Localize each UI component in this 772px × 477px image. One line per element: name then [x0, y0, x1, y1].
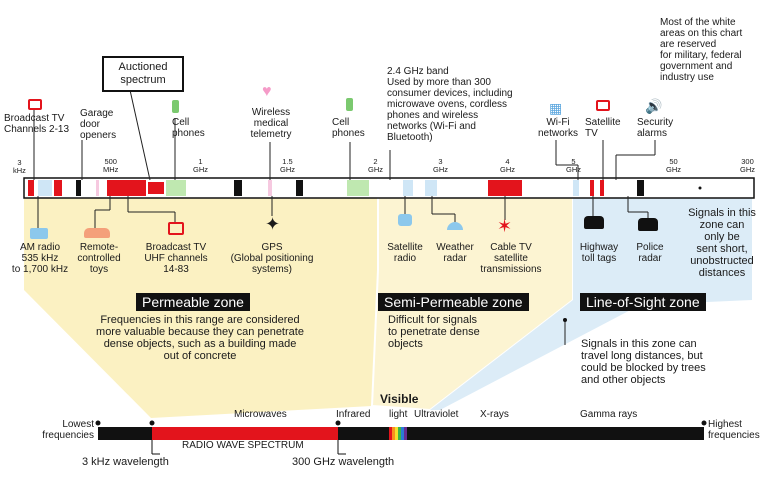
toy-car-icon — [84, 228, 110, 238]
am-radio-icon — [30, 228, 48, 239]
tick-4ghz: 4 GHz — [500, 157, 515, 174]
label-wireless-medical: Wireless medical telemetry — [250, 107, 292, 140]
label-cell-phones-1: Cell phones — [172, 117, 205, 139]
label-radio-wave-spectrum: RADIO WAVE SPECTRUM — [180, 440, 306, 451]
tv-uhf-icon — [168, 222, 184, 235]
label-gamma-rays: Gamma rays — [580, 409, 638, 420]
tv-icon — [28, 99, 42, 110]
label-wifi-networks: Wi-Fi networks — [537, 117, 578, 139]
label-am-radio: AM radio 535 kHz to 1,700 kHz — [11, 242, 69, 275]
spectrum-bar-segments — [28, 180, 644, 196]
label-weather-radar: Weather radar — [436, 242, 474, 264]
tick-5ghz: 5 GHz — [566, 157, 581, 174]
label-auctioned-spectrum: Auctioned spectrum — [102, 56, 184, 92]
line-of-sight-zone-label: Line-of-Sight zone — [580, 293, 706, 311]
permeable-zone-desc: Frequencies in this range are considered… — [96, 314, 304, 362]
bottom-connectors — [37, 196, 649, 228]
label-broadcast-uhf: Broadcast TV UHF channels 14-83 — [144, 242, 208, 275]
label-satellite-tv: Satellite TV — [585, 117, 621, 139]
label-cell-phones-2: Cell phones — [332, 117, 365, 139]
label-3khz-wavelength: 3 kHz wavelength — [82, 456, 169, 468]
label-broadcast-tv-2-13: Broadcast TV Channels 2-13 — [4, 113, 70, 135]
label-300ghz-wavelength: 300 GHz wavelength — [292, 456, 395, 468]
heart-icon: ♥ — [262, 83, 272, 100]
cell-phone-icon-2 — [346, 98, 353, 111]
label-highway-toll-tags: Highway toll tags — [579, 242, 619, 264]
police-car-icon — [638, 218, 658, 231]
los-note: Signals in this zone can only be sent sh… — [688, 207, 756, 279]
tick-1ghz: 1 GHz — [193, 157, 208, 174]
radio-wave-segment — [152, 427, 338, 440]
semi-permeable-zone-desc: Difficult for signals to penetrate dense… — [388, 314, 480, 350]
gps-satellite-icon: ✦ — [265, 214, 281, 234]
label-cable-tv: Cable TV satellite transmissions — [480, 242, 542, 275]
label-gps: GPS (Global positioning systems) — [230, 242, 314, 275]
label-security-alarms: Security alarms — [637, 117, 674, 139]
label-satellite-radio: Satellite radio — [387, 242, 423, 264]
highway-car-icon — [584, 216, 604, 229]
label-highest-frequencies: Highest frequencies — [708, 419, 760, 441]
satellite-tv-icon — [596, 100, 610, 111]
visible-rainbow — [389, 427, 407, 440]
cable-tv-satellite-icon: ✶ — [497, 216, 513, 236]
label-ultraviolet: Ultraviolet — [414, 409, 459, 420]
tick-3ghz: 3 GHz — [433, 157, 448, 174]
label-infrared: Infrared — [336, 409, 371, 420]
tick-2ghz: 2 GHz — [368, 157, 383, 174]
label-lowest-frequencies: Lowest frequencies — [42, 419, 94, 441]
top-connectors — [33, 89, 656, 181]
label-microwaves: Microwaves — [234, 409, 287, 420]
tick-1-5ghz: 1.5 GHz — [280, 157, 295, 174]
semi-permeable-zone-label: Semi-Permeable zone — [378, 293, 529, 311]
label-visible: Visible — [380, 392, 419, 406]
line-of-sight-zone-desc: Signals in this zone can travel long dis… — [581, 338, 706, 386]
label-x-rays: X-rays — [480, 409, 509, 420]
tick-3khz: 3 kHz — [13, 158, 26, 175]
weather-radar-icon — [447, 222, 463, 230]
label-remote-toys: Remote- controlled toys — [77, 242, 121, 275]
satellite-radio-icon — [398, 214, 412, 226]
tick-50ghz: 50 GHz — [666, 157, 681, 174]
label-light: light — [389, 409, 408, 420]
permeable-zone-label: Permeable zone — [136, 293, 250, 311]
label-police-radar: Police radar — [636, 242, 664, 264]
label-2-4-ghz-band: 2.4 GHz band Used by more than 300 consu… — [387, 66, 513, 143]
label-garage-door: Garage door openers — [80, 108, 117, 141]
network-icon: ▦ — [549, 100, 563, 116]
alarm-icon: 🔊 — [645, 98, 663, 114]
tick-300ghz: 300 GHz — [740, 157, 755, 174]
spectrum-bar-frame — [23, 177, 755, 199]
note-white-areas: Most of the white areas on this chart ar… — [660, 17, 743, 83]
tick-500mhz: 500 MHz — [103, 157, 119, 174]
cell-phone-icon — [172, 100, 179, 113]
